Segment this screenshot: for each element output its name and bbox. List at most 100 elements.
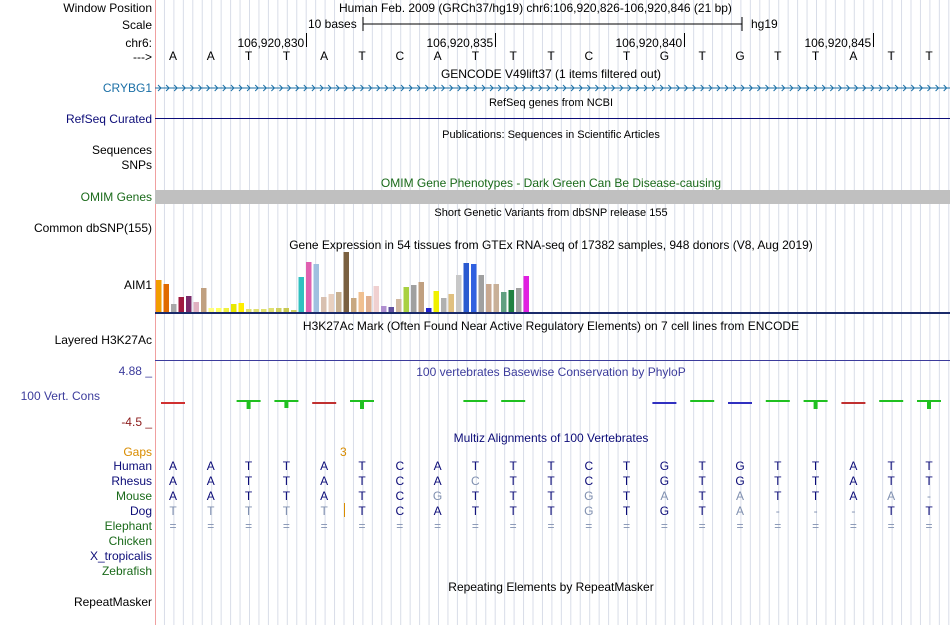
gtex-tissue-bar — [411, 285, 417, 312]
aligned-base: T — [622, 459, 631, 473]
aligned-base: G — [735, 459, 745, 473]
strand-arrow — [190, 84, 195, 92]
species-alignment-row[interactable]: = = = = = = = = = = = = = = = = = = = = = — [155, 519, 950, 533]
chrom-tick-label: 106,920,830 — [237, 36, 305, 50]
gtex-gene-label[interactable]: AIM1 — [123, 278, 152, 292]
gaps-label[interactable]: Gaps — [123, 445, 152, 459]
phylop-score-stem — [927, 400, 931, 409]
strand-arrow — [854, 84, 859, 92]
gtex-tissue-bar — [516, 288, 522, 312]
phylop-conservation-track[interactable] — [155, 385, 950, 415]
aligned-base: A — [887, 489, 896, 503]
strand-arrow — [157, 84, 162, 92]
aligned-base: G — [584, 504, 594, 518]
aligned-base: A — [206, 474, 215, 488]
scale-bar — [362, 17, 743, 31]
reference-base: T — [774, 49, 782, 63]
strand-arrow — [449, 84, 454, 92]
species-label[interactable]: Elephant — [104, 519, 152, 533]
aligned-base: T — [509, 459, 517, 473]
species-alignment-row[interactable] — [155, 564, 950, 578]
strand-arrow — [214, 84, 219, 92]
pubs-title: Publications: Sequences in Scientific Ar… — [442, 129, 660, 141]
aligned-base: C — [395, 459, 405, 473]
chrom-tick-mark — [684, 33, 686, 47]
h3k27ac-label[interactable]: Layered H3K27Ac — [54, 333, 152, 347]
species-label[interactable]: Rhesus — [111, 474, 152, 488]
gtex-title: Gene Expression in 54 tissues from GTEx … — [289, 238, 813, 252]
gtex-tissue-bar — [433, 291, 439, 312]
gap-count[interactable]: 3 — [340, 445, 347, 459]
strand-arrow — [578, 84, 583, 92]
phylop-score-mark — [501, 400, 526, 402]
reference-base: T — [887, 49, 895, 63]
omim-gene-bar[interactable] — [155, 190, 950, 204]
strand-arrow — [797, 84, 802, 92]
gtex-expression-chart[interactable] — [155, 250, 950, 316]
aligned-base: T — [925, 474, 933, 488]
aligned-base: G — [432, 489, 443, 503]
strand-arrow — [619, 84, 624, 92]
species-alignment-row[interactable] — [155, 534, 950, 548]
gtex-tissue-bar — [501, 292, 507, 312]
aligned-base: = — [396, 519, 404, 533]
aligned-base: = — [736, 519, 744, 533]
aligned-base: T — [698, 504, 706, 518]
rmsk-label[interactable]: RepeatMasker — [73, 595, 152, 609]
aligned-base: = — [812, 519, 820, 533]
refseq-gene-line[interactable] — [155, 118, 950, 119]
aligned-base: T — [622, 474, 631, 488]
pubs-label-sequences[interactable]: Sequences — [91, 143, 152, 157]
species-label[interactable]: Mouse — [115, 489, 152, 503]
reference-base: T — [925, 49, 933, 63]
aligned-base: T — [244, 474, 253, 488]
aligned-base: = — [585, 519, 593, 533]
species-label[interactable]: Dog — [129, 504, 152, 518]
strand-arrow — [651, 84, 656, 92]
phylop-score-mark — [879, 400, 904, 402]
gtex-tissue-bar — [388, 307, 394, 312]
phylop-score-stem — [360, 400, 364, 409]
gtex-tissue-bar — [313, 264, 319, 312]
rmsk-title: Repeating Elements by RepeatMasker — [448, 580, 654, 594]
strand-arrow — [489, 84, 494, 92]
aligned-base: A — [433, 504, 442, 518]
gencode-gene-label[interactable]: CRYBG1 — [102, 81, 152, 95]
strand-arrow — [319, 84, 324, 92]
aligned-base: = — [623, 519, 631, 533]
strand-arrow — [254, 84, 259, 92]
reference-base: A — [320, 49, 329, 63]
gtex-tissue-bar — [463, 263, 469, 312]
refseq-label[interactable]: RefSeq Curated — [65, 112, 152, 126]
aligned-base: A — [206, 459, 215, 473]
aligned-base: A — [849, 489, 858, 503]
aligned-base: G — [659, 474, 670, 488]
gencode-gene-track[interactable] — [155, 81, 950, 95]
phylop-score-stem — [813, 400, 818, 409]
aligned-base: = — [698, 519, 706, 533]
strand-arrow — [635, 84, 640, 92]
pubs-label-snps[interactable]: SNPs — [121, 158, 152, 172]
aligned-base: A — [660, 489, 669, 503]
strand-arrow — [303, 84, 308, 92]
strand-arrow — [416, 84, 421, 92]
strand-arrow — [173, 84, 178, 92]
aligned-base: G — [659, 504, 670, 518]
species-label[interactable]: Chicken — [108, 534, 152, 548]
aligned-base: = — [471, 519, 479, 533]
phylop-label[interactable]: 100 Vert. Cons — [20, 389, 100, 403]
aligned-base: = — [358, 519, 366, 533]
species-alignment-row[interactable] — [155, 549, 950, 563]
gtex-tissue-bar — [163, 284, 169, 312]
dbsnp-label[interactable]: Common dbSNP(155) — [33, 221, 152, 235]
aligned-base: = — [660, 519, 668, 533]
species-label[interactable]: X_tropicalis — [89, 549, 152, 563]
species-label[interactable]: Human — [113, 459, 152, 473]
species-label[interactable]: Zebrafish — [101, 564, 152, 578]
omim-label[interactable]: OMIM Genes — [80, 190, 152, 204]
aligned-base: A — [433, 459, 442, 473]
